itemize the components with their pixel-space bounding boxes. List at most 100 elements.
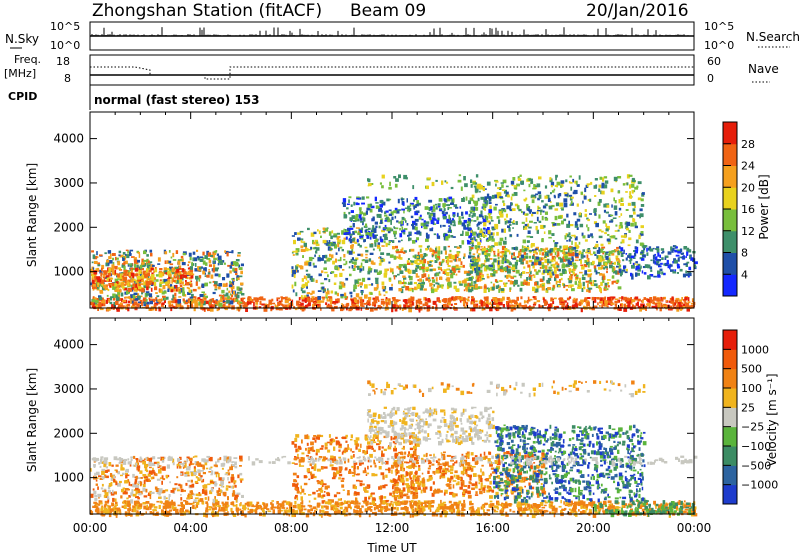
echo-cell bbox=[627, 244, 631, 247]
echo-cell bbox=[531, 264, 533, 266]
echo-cell bbox=[530, 275, 533, 277]
echo-cell bbox=[442, 224, 446, 227]
echo-cell bbox=[533, 296, 537, 300]
echo-cell bbox=[276, 297, 280, 300]
echo-cell bbox=[140, 279, 144, 283]
y-tick-label: 2000 bbox=[53, 220, 84, 234]
echo-cell bbox=[589, 253, 593, 256]
echo-cell bbox=[325, 293, 328, 297]
echo-cell bbox=[519, 302, 522, 307]
echo-cell bbox=[236, 278, 238, 281]
echo-cell bbox=[188, 252, 192, 257]
echo-cell bbox=[389, 268, 394, 273]
echo-cell bbox=[355, 305, 358, 309]
echo-cell bbox=[463, 306, 467, 309]
echo-cell bbox=[191, 293, 194, 297]
echo-cell bbox=[454, 256, 457, 261]
echo-cell bbox=[189, 281, 192, 284]
echo-cell bbox=[403, 174, 408, 180]
echo-cell bbox=[410, 260, 415, 263]
echo-cell bbox=[332, 235, 337, 238]
echo-cell bbox=[136, 264, 139, 269]
echo-cell bbox=[479, 238, 482, 243]
echo-cell bbox=[376, 283, 379, 289]
echo-cell bbox=[446, 204, 450, 207]
echo-cell bbox=[477, 223, 481, 226]
echo-cell bbox=[470, 231, 474, 236]
echo-cell bbox=[541, 286, 545, 291]
echo-cell bbox=[177, 299, 181, 304]
echo-cell bbox=[181, 503, 184, 508]
echo-cell bbox=[181, 262, 186, 266]
echo-cell bbox=[482, 203, 486, 207]
echo-cell bbox=[521, 510, 524, 513]
beam-label: Beam 09 bbox=[350, 1, 426, 21]
echo-cell bbox=[539, 278, 544, 282]
echo-cell bbox=[565, 233, 568, 236]
echo-cell bbox=[551, 233, 555, 236]
echo-cell bbox=[131, 270, 133, 273]
echo-cell bbox=[94, 280, 97, 283]
echo-cell bbox=[316, 241, 319, 246]
echo-cell bbox=[414, 205, 417, 208]
echo-cell bbox=[459, 218, 461, 223]
echo-cell bbox=[533, 250, 536, 254]
echo-cell bbox=[574, 250, 577, 255]
echo-cell bbox=[391, 228, 394, 232]
echo-cell bbox=[198, 297, 201, 301]
echo-cell bbox=[579, 223, 584, 228]
echo-cell bbox=[384, 211, 387, 215]
echo-cell bbox=[477, 248, 480, 251]
echo-cell bbox=[612, 270, 617, 274]
echo-cell bbox=[236, 286, 240, 291]
echo-cell bbox=[550, 185, 553, 188]
echo-cell bbox=[410, 248, 415, 252]
echo-cell bbox=[180, 255, 184, 259]
echo-cell bbox=[394, 304, 398, 307]
echo-cell bbox=[416, 304, 420, 309]
echo-cell bbox=[368, 227, 371, 230]
echo-cell bbox=[566, 234, 570, 238]
echo-cell bbox=[167, 271, 171, 276]
echo-cell bbox=[437, 217, 440, 221]
echo-cell bbox=[194, 302, 199, 308]
echo-cell bbox=[104, 280, 108, 282]
echo-cell bbox=[375, 299, 378, 304]
echo-cell bbox=[255, 301, 259, 305]
echo-cell bbox=[257, 298, 262, 301]
echo-cell bbox=[524, 300, 528, 303]
echo-cell bbox=[468, 288, 473, 293]
echo-cell bbox=[133, 278, 136, 281]
echo-cell bbox=[459, 206, 462, 209]
echo-cell bbox=[254, 300, 259, 302]
echo-cell bbox=[562, 307, 565, 311]
echo-cell bbox=[394, 207, 398, 212]
echo-cell bbox=[483, 296, 488, 300]
echo-cell bbox=[574, 249, 579, 252]
echo-cell bbox=[484, 201, 487, 205]
echo-cell bbox=[117, 273, 120, 278]
echo-cell bbox=[127, 270, 130, 273]
echo-cell bbox=[494, 279, 498, 283]
echo-cell bbox=[582, 249, 586, 252]
echo-cell bbox=[436, 506, 441, 510]
echo-cell bbox=[471, 263, 475, 266]
echo-cell bbox=[450, 222, 453, 226]
echo-cell bbox=[654, 256, 658, 261]
echo-cell bbox=[300, 239, 303, 243]
echo-cell bbox=[470, 301, 473, 304]
echo-cell bbox=[461, 511, 464, 514]
echo-cell bbox=[315, 279, 318, 283]
echo-cell bbox=[422, 263, 426, 267]
echo-cell bbox=[130, 513, 133, 517]
echo-cell bbox=[232, 513, 236, 516]
echo-cell bbox=[411, 301, 414, 306]
echo-cell bbox=[232, 504, 237, 507]
echo-cell bbox=[407, 298, 410, 301]
echo-cell bbox=[195, 504, 199, 508]
echo-cell bbox=[345, 232, 350, 236]
echo-cell bbox=[320, 235, 322, 238]
echo-cell bbox=[616, 300, 619, 303]
echo-cell bbox=[420, 222, 424, 226]
